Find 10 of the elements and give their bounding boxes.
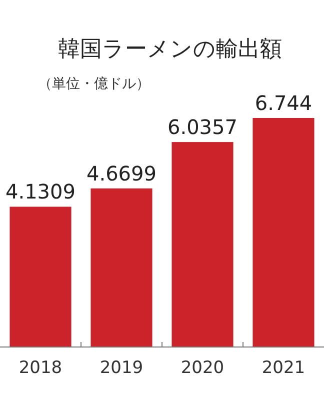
- x-tick-label: 2019: [100, 358, 144, 378]
- data-label: 4.6699: [86, 161, 156, 186]
- title: 韓国ラーメンの輸出額: [58, 37, 282, 62]
- data-label: 6.0357: [168, 115, 238, 140]
- data-label: 6.744: [254, 91, 312, 115]
- x-tick-label: 2021: [262, 358, 306, 378]
- x-tick-label: 2020: [180, 358, 224, 378]
- subtitle: （単位・億ドル）: [38, 76, 150, 92]
- data-label: 4.1309: [6, 180, 76, 204]
- x-tick-label: 2018: [18, 358, 62, 378]
